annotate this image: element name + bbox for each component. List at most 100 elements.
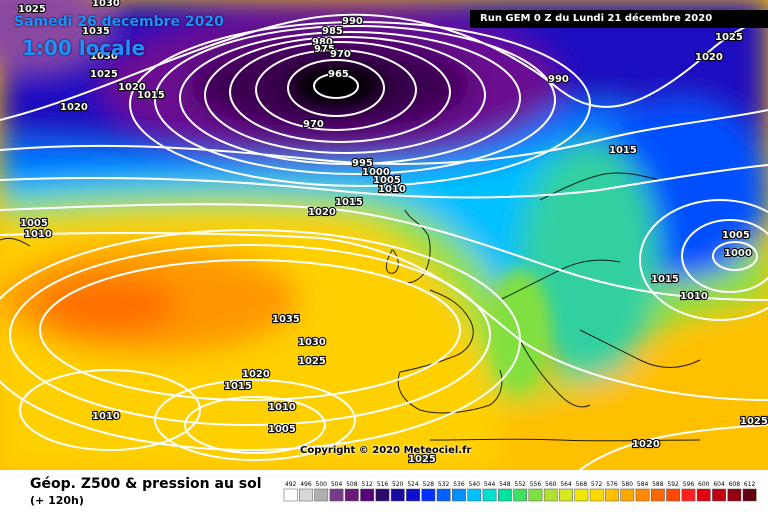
scale-swatch	[605, 488, 619, 502]
scale-swatch	[436, 488, 451, 502]
scale-swatch	[299, 488, 313, 502]
scale-label: 560	[545, 481, 557, 488]
isobar-label: 1025	[715, 32, 743, 43]
isobar-label: 970	[330, 49, 351, 60]
scale-swatch	[344, 488, 359, 502]
scale-label: 612	[744, 481, 756, 488]
isobar-label: 1025	[90, 69, 118, 80]
scale-swatch	[650, 488, 665, 502]
isobar-label: 1005	[268, 424, 296, 435]
model-run-label: Run GEM 0 Z du Lundi 21 décembre 2020	[470, 10, 768, 28]
isobar-label: 1015	[137, 90, 165, 101]
scale-label: 496	[300, 481, 312, 488]
isobar-label: 1000	[362, 167, 390, 178]
scale-label: 588	[652, 481, 664, 488]
isobar-label: 1020	[60, 102, 88, 113]
scale-swatch	[742, 488, 757, 502]
scale-label: 580	[622, 481, 634, 488]
scale-label: 600	[698, 481, 710, 488]
scale-label: 540	[469, 481, 481, 488]
isobar-label: 980	[312, 37, 333, 48]
isobar-label: 995	[352, 158, 373, 169]
scale-swatch	[497, 488, 512, 502]
scale-swatch	[329, 488, 344, 502]
isobar-label: 1015	[224, 381, 252, 392]
scale-swatch	[666, 488, 681, 502]
scale-swatch	[421, 488, 436, 502]
isobar-label: 1000	[724, 248, 752, 259]
map-title: Géop. Z500 & pression au sol	[30, 476, 262, 492]
isobar-label: 1025	[18, 4, 46, 15]
scale-swatch	[452, 488, 466, 502]
scale-swatch	[314, 488, 329, 502]
isobar-label: 1015	[335, 197, 363, 208]
scale-label: 552	[514, 481, 526, 488]
isobar-label: 990	[548, 74, 569, 85]
isobar-label: 1030	[90, 51, 118, 62]
isobar-label: 965	[328, 69, 349, 80]
isobar-label: 1030	[92, 0, 120, 9]
isobar-label: 1025	[740, 416, 768, 427]
scale-swatch	[467, 488, 482, 502]
isobar-label: 1005	[20, 218, 48, 229]
forecast-local-time: 1:00 locale	[22, 36, 146, 60]
scale-swatch	[390, 488, 405, 502]
isobar-label: 1015	[651, 274, 679, 285]
scale-label: 520	[392, 481, 404, 488]
isobar-label: 975	[314, 44, 335, 55]
isobar-label: 1035	[82, 26, 110, 37]
scale-label: 512	[361, 481, 373, 488]
scale-swatch	[283, 488, 298, 502]
forecast-lead-time: (+ 120h)	[30, 494, 84, 507]
scale-label: 528	[423, 481, 435, 488]
scale-label: 548	[499, 481, 511, 488]
scale-swatch	[574, 488, 589, 502]
z500-color-scale: 492 496 500 504 508 512 516 520 524 528 532 536 540 5…	[283, 481, 757, 502]
isobar-label: 1020	[242, 369, 270, 380]
scale-label: 564	[560, 481, 572, 488]
isobars	[0, 13, 768, 470]
scale-swatch	[635, 488, 650, 502]
isobar-label: 1020	[695, 52, 723, 63]
scale-swatch	[406, 488, 420, 502]
isobar-label: 1035	[272, 314, 300, 325]
scale-label: 500	[316, 481, 328, 488]
scale-swatch	[360, 488, 375, 502]
isobar-label: 1020	[308, 207, 336, 218]
scale-swatch	[543, 488, 558, 502]
isobar-label: 1010	[268, 402, 296, 413]
scale-swatch	[696, 488, 711, 502]
scale-label: 508	[346, 481, 358, 488]
isobar-label: 1005	[722, 230, 750, 241]
forecast-date: Samedi 26 decembre 2020	[14, 14, 224, 30]
isobar-label: 1025	[408, 454, 436, 465]
scale-label: 572	[591, 481, 603, 488]
isobar-label: 970	[303, 119, 324, 130]
scale-swatch	[620, 488, 635, 502]
scale-label: 568	[576, 481, 588, 488]
isobar-label: 1025	[298, 356, 326, 367]
scale-swatch	[589, 488, 604, 502]
isobar-label: 1010	[680, 291, 708, 302]
isobar-label: 1020	[118, 82, 146, 93]
scale-swatch	[528, 488, 543, 502]
scale-swatch	[712, 488, 726, 502]
scale-label: 584	[637, 481, 649, 488]
scale-label: 592	[667, 481, 679, 488]
scale-label: 492	[285, 481, 297, 488]
scale-label: 608	[729, 481, 741, 488]
isobar-label: 1010	[378, 184, 406, 195]
isobar-label: 1030	[298, 337, 326, 348]
scale-label: 596	[683, 481, 695, 488]
scale-label: 556	[530, 481, 542, 488]
scale-label: 536	[453, 481, 465, 488]
scale-swatch	[727, 488, 742, 502]
scale-label: 504	[331, 481, 343, 488]
isobar-label: 990	[342, 16, 363, 27]
scale-label: 604	[713, 481, 725, 488]
scale-swatch	[482, 488, 497, 502]
scale-swatch	[559, 488, 573, 502]
